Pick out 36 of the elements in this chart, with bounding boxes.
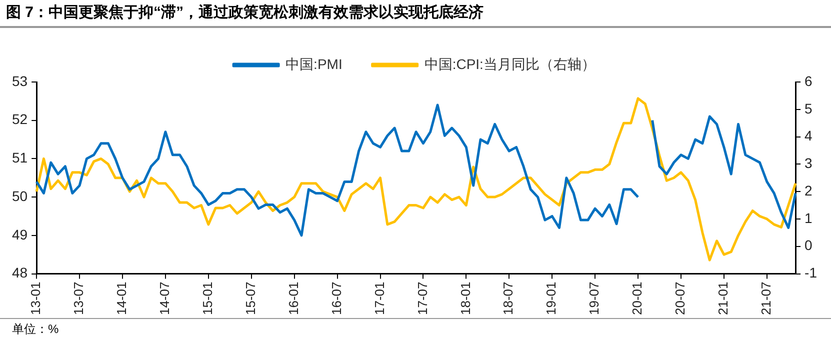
text: 单位：% bbox=[12, 322, 59, 336]
y-tick-label: 51 bbox=[12, 150, 28, 166]
x-tick-label: 14-07 bbox=[157, 282, 172, 315]
x-tick-label: 18-07 bbox=[500, 282, 516, 315]
x-tick-label: 19-01 bbox=[544, 282, 559, 315]
y2-tick-label: 4 bbox=[804, 128, 813, 144]
y-tick-label: 50 bbox=[12, 188, 28, 204]
x-tick-label: 15-07 bbox=[242, 282, 258, 315]
y2-tick-label: 6 bbox=[804, 72, 813, 89]
y2-tick-label: -1 bbox=[804, 264, 818, 281]
legend-label: 中国:CPI:当月同比（右轴） bbox=[424, 56, 596, 72]
x-tick-label: 19-07 bbox=[586, 282, 602, 315]
x-tick-label: 21-07 bbox=[758, 282, 774, 315]
x-tick-label: 13-07 bbox=[71, 282, 86, 315]
legend-label: 中国:PMI bbox=[286, 56, 342, 72]
x-tick-label: 17-07 bbox=[414, 282, 430, 315]
y2-tick-label: 3 bbox=[804, 155, 813, 172]
x-tick-label: 16-01 bbox=[286, 282, 301, 315]
x-tick-label: 20-07 bbox=[672, 282, 688, 315]
y2-tick-label: 1 bbox=[804, 210, 813, 226]
x-tick-label: 18-01 bbox=[458, 282, 473, 315]
x-tick-label: 21-01 bbox=[716, 282, 731, 315]
x-tick-label: 14-01 bbox=[114, 282, 130, 315]
y2-tick-label: 2 bbox=[804, 182, 813, 198]
x-tick-label: 13-01 bbox=[28, 282, 44, 315]
x-tick-label: 17-01 bbox=[372, 282, 387, 315]
chart-title: 图 7：中国更聚焦于抑“滞”，通过政策宽松刺激有效需求以实现托底经济 bbox=[0, 0, 831, 28]
y-tick-label: 49 bbox=[12, 226, 28, 242]
y-tick-label: 52 bbox=[12, 111, 28, 128]
y2-tick-label: 5 bbox=[804, 100, 813, 116]
x-tick-label: 16-07 bbox=[328, 282, 344, 315]
y2-tick-label: 0 bbox=[804, 237, 813, 254]
x-tick-label: 20-01 bbox=[630, 282, 645, 315]
y-tick-label: 53 bbox=[12, 72, 28, 89]
x-tick-label: 15-01 bbox=[200, 282, 215, 315]
y-tick-label: 48 bbox=[12, 264, 28, 281]
